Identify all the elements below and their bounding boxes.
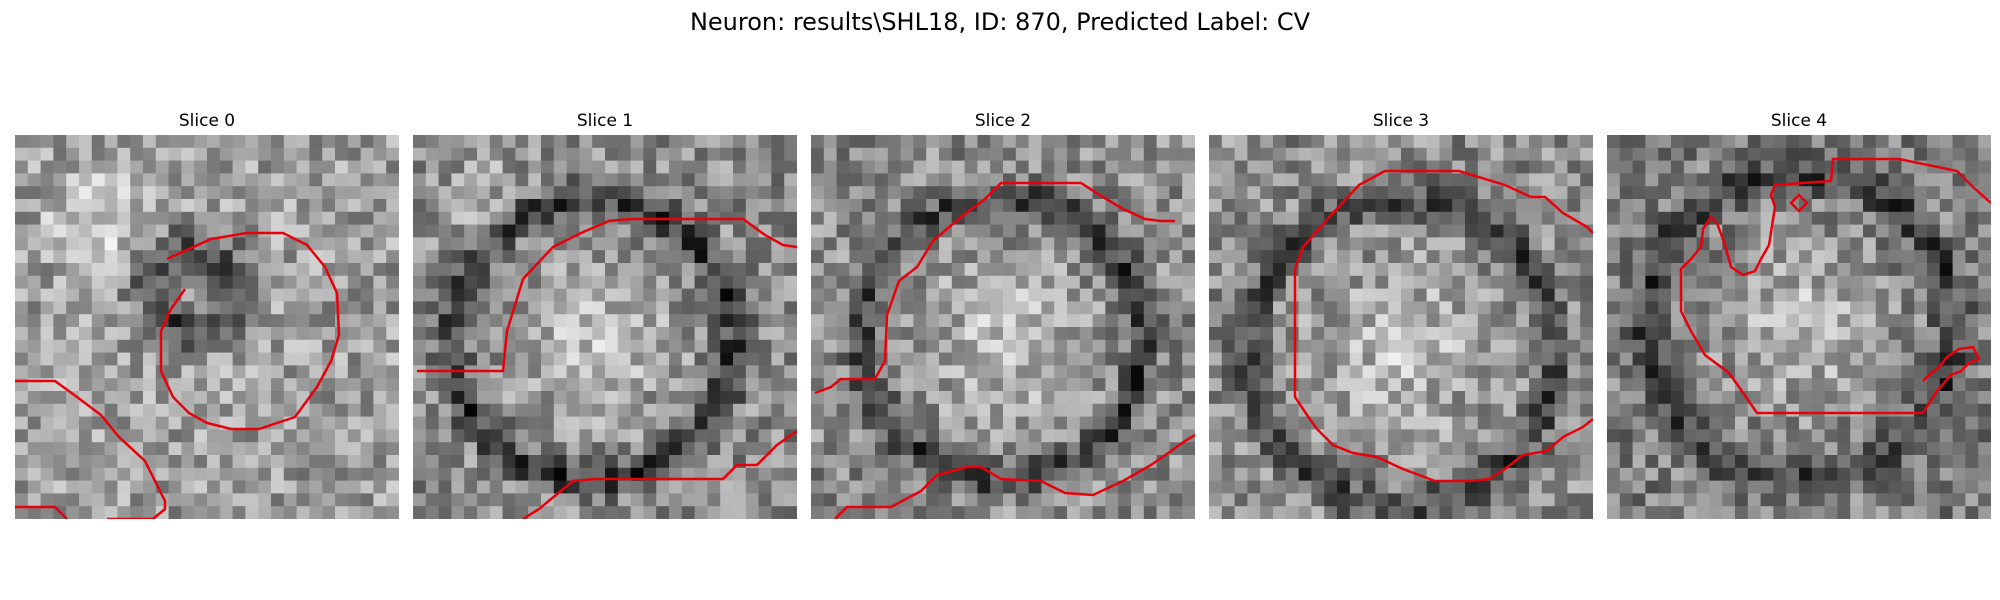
contour-line <box>15 379 167 519</box>
slice-image-2 <box>811 135 1195 519</box>
slice-image-1 <box>413 135 797 519</box>
grayscale-texture-1 <box>413 135 797 519</box>
slice-image-0 <box>15 135 399 519</box>
slice-panel-1: Slice 1 <box>413 110 797 519</box>
contour-line <box>1293 269 1593 483</box>
contour-line <box>1898 157 1991 204</box>
slice-title-0: Slice 0 <box>178 111 236 131</box>
slice-panel-2: Slice 2 <box>811 110 1195 519</box>
contour-line <box>1293 169 1593 270</box>
contour-line <box>814 181 1175 395</box>
slice-panel-0: Slice 0 <box>15 110 399 519</box>
contour-overlay-0 <box>15 231 341 519</box>
contour-line <box>15 505 68 519</box>
slice-title-2: Slice 2 <box>974 111 1032 131</box>
grayscale-texture-2 <box>811 135 1195 519</box>
contour-overlay-4 <box>1679 157 1991 415</box>
contour-line <box>159 231 341 431</box>
contour-overlay-3 <box>1293 169 1593 483</box>
contour-line <box>522 429 797 519</box>
grayscale-texture-3 <box>1209 135 1593 519</box>
grayscale-texture-4 <box>1607 135 1991 519</box>
slice-image-3 <box>1209 135 1593 519</box>
slice-title-4: Slice 4 <box>1770 111 1828 131</box>
slice-panel-4: Slice 4 <box>1607 110 1991 519</box>
figure-title: Neuron: results\SHL18, ID: 870, Predicte… <box>689 8 1311 36</box>
contour-overlay-1 <box>417 217 797 519</box>
contour-line <box>834 433 1195 519</box>
contour-overlay-2 <box>814 181 1195 519</box>
slice-title-1: Slice 1 <box>576 111 634 131</box>
contour-line <box>417 217 797 373</box>
grayscale-texture-0 <box>15 135 399 519</box>
slice-image-4 <box>1607 135 1991 519</box>
contour-loop <box>1789 193 1809 213</box>
slice-panel-3: Slice 3 <box>1209 110 1593 519</box>
contour-line <box>1679 157 1981 415</box>
slice-title-3: Slice 3 <box>1372 111 1430 131</box>
